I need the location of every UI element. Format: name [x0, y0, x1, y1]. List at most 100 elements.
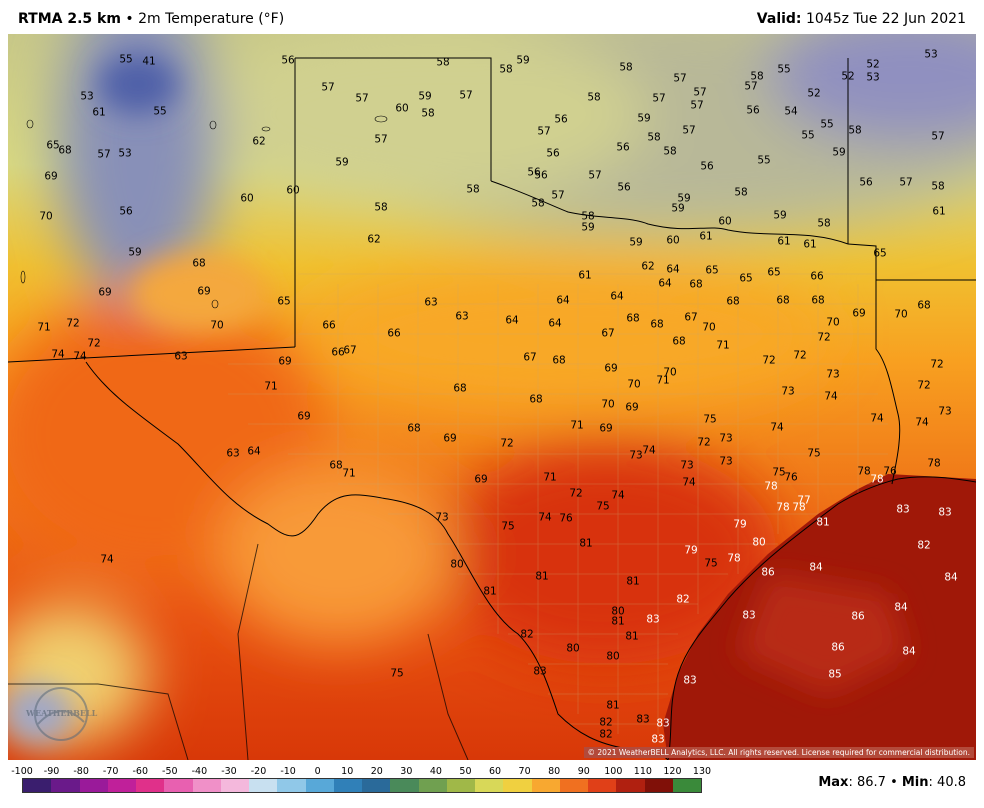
temperature-label: 82 [520, 628, 534, 641]
temperature-label: 68 [626, 312, 640, 325]
temperature-label: 56 [616, 141, 630, 154]
temperature-label: 58 [663, 145, 677, 158]
temperature-label: 72 [762, 354, 776, 367]
temperature-label: 65 [739, 272, 753, 285]
temperature-label: 63 [424, 296, 438, 309]
temperature-label: 57 [690, 99, 704, 112]
temperature-label: 66 [322, 319, 336, 332]
temperature-label: 61 [578, 269, 592, 282]
temperature-label: 74 [642, 444, 656, 457]
temperature-label: 56 [534, 169, 548, 182]
temperature-label: 78 [870, 473, 884, 486]
temperature-label: 73 [719, 432, 733, 445]
colorbar-tick: 70 [518, 766, 531, 777]
title-separator: • [125, 11, 134, 27]
temperature-label: 68 [917, 299, 931, 312]
temperature-label: 56 [746, 104, 760, 117]
temperature-label: 64 [666, 263, 680, 276]
colorbar-swatch [446, 779, 475, 792]
temperature-label: 58 [374, 201, 388, 214]
temperature-label: 83 [651, 733, 665, 746]
valid-time-value: 1045z Tue 22 Jun 2021 [805, 11, 966, 27]
temperature-label: 68 [650, 318, 664, 331]
temperature-label: 63 [455, 310, 469, 323]
temperature-label: 59 [773, 209, 787, 222]
temperature-map: 55 41 56 58 58 59 58 57 58 55 57 52 53 52 53 53 61 55 57 57… [8, 34, 976, 760]
temperature-label: 59 [516, 54, 530, 67]
temperature-label: 81 [579, 537, 593, 550]
temperature-label: 57 [97, 148, 111, 161]
temperature-label: 76 [559, 512, 573, 525]
colorbar-tick: -60 [132, 766, 149, 777]
colorbar-scale [22, 778, 702, 793]
temperature-label: 56 [527, 166, 541, 179]
temperature-label: 78 [727, 552, 741, 565]
temperature-label: 68 [58, 144, 72, 157]
temperature-label: 69 [852, 307, 866, 320]
colorbar-tick: 0 [314, 766, 321, 777]
temperature-label: 64 [247, 445, 261, 458]
temperature-label: 84 [944, 571, 958, 584]
temperature-label: 58 [734, 186, 748, 199]
temperature-label: 81 [483, 585, 497, 598]
temperature-label: 77 [797, 494, 811, 507]
temperature-label: 71 [716, 339, 730, 352]
temperature-label: 81 [611, 615, 625, 628]
temperature-label: 70 [39, 210, 53, 223]
temperature-label: 74 [51, 348, 65, 361]
temperature-label: 65 [705, 264, 719, 277]
temperature-label: 72 [697, 436, 711, 449]
temperature-label: 64 [556, 294, 570, 307]
temperature-label: 75 [703, 413, 717, 426]
temperature-label: 66 [331, 346, 345, 359]
temperature-label: 71 [264, 380, 278, 393]
colorbar-tick: 130 [692, 766, 712, 777]
temperature-label: 64 [548, 317, 562, 330]
min-value: 40.8 [937, 775, 966, 790]
temperature-label: 56 [546, 147, 560, 160]
colorbar-tick: -90 [43, 766, 60, 777]
temperature-label: 83 [636, 713, 650, 726]
temperature-label: 86 [851, 610, 865, 623]
temperature-label: 58 [647, 131, 661, 144]
temperature-label: 58 [619, 61, 633, 74]
temperature-label: 68 [689, 278, 703, 291]
temperature-label: 70 [826, 316, 840, 329]
temperature-label: 80 [450, 558, 464, 571]
temperature-label: 83 [683, 674, 697, 687]
temperature-label: 59 [637, 112, 651, 125]
temperature-label: 68 [811, 294, 825, 307]
temperature-label: 58 [466, 183, 480, 196]
temperature-label: 58 [848, 124, 862, 137]
temperature-label: 58 [750, 70, 764, 83]
colorbar-swatch [277, 779, 306, 792]
max-min-stats: Max: 86.7 • Min: 40.8 [818, 775, 966, 790]
temperature-label: 83 [896, 503, 910, 516]
temperature-label: 53 [866, 71, 880, 84]
temperature-label: 57 [744, 80, 758, 93]
temperature-label: 52 [866, 58, 880, 71]
temperature-label: 83 [742, 609, 756, 622]
valid-label: Valid: [756, 11, 802, 27]
temperature-label: 80 [606, 650, 620, 663]
temperature-label: 56 [859, 176, 873, 189]
colorbar-tick: -70 [102, 766, 119, 777]
temperature-label: 74 [770, 421, 784, 434]
temperature-label: 58 [931, 180, 945, 193]
temperature-label: 57 [931, 130, 945, 143]
temperature-label: 68 [453, 382, 467, 395]
temperature-label: 69 [44, 170, 58, 183]
temperature-label: 73 [680, 459, 694, 472]
temperature-label: 53 [118, 147, 132, 160]
temperature-label: 41 [142, 55, 156, 68]
temperature-label: 61 [92, 106, 106, 119]
temperature-label: 55 [119, 53, 133, 66]
temperature-label: 68 [329, 459, 343, 472]
temperature-label: 59 [677, 192, 691, 205]
temperature-label: 75 [390, 667, 404, 680]
temperature-label: 74 [870, 412, 884, 425]
colorbar-tick: -20 [250, 766, 267, 777]
temperature-label: 56 [700, 160, 714, 173]
colorbar-swatch [333, 779, 362, 792]
field-name: 2m Temperature (°F) [138, 11, 285, 27]
